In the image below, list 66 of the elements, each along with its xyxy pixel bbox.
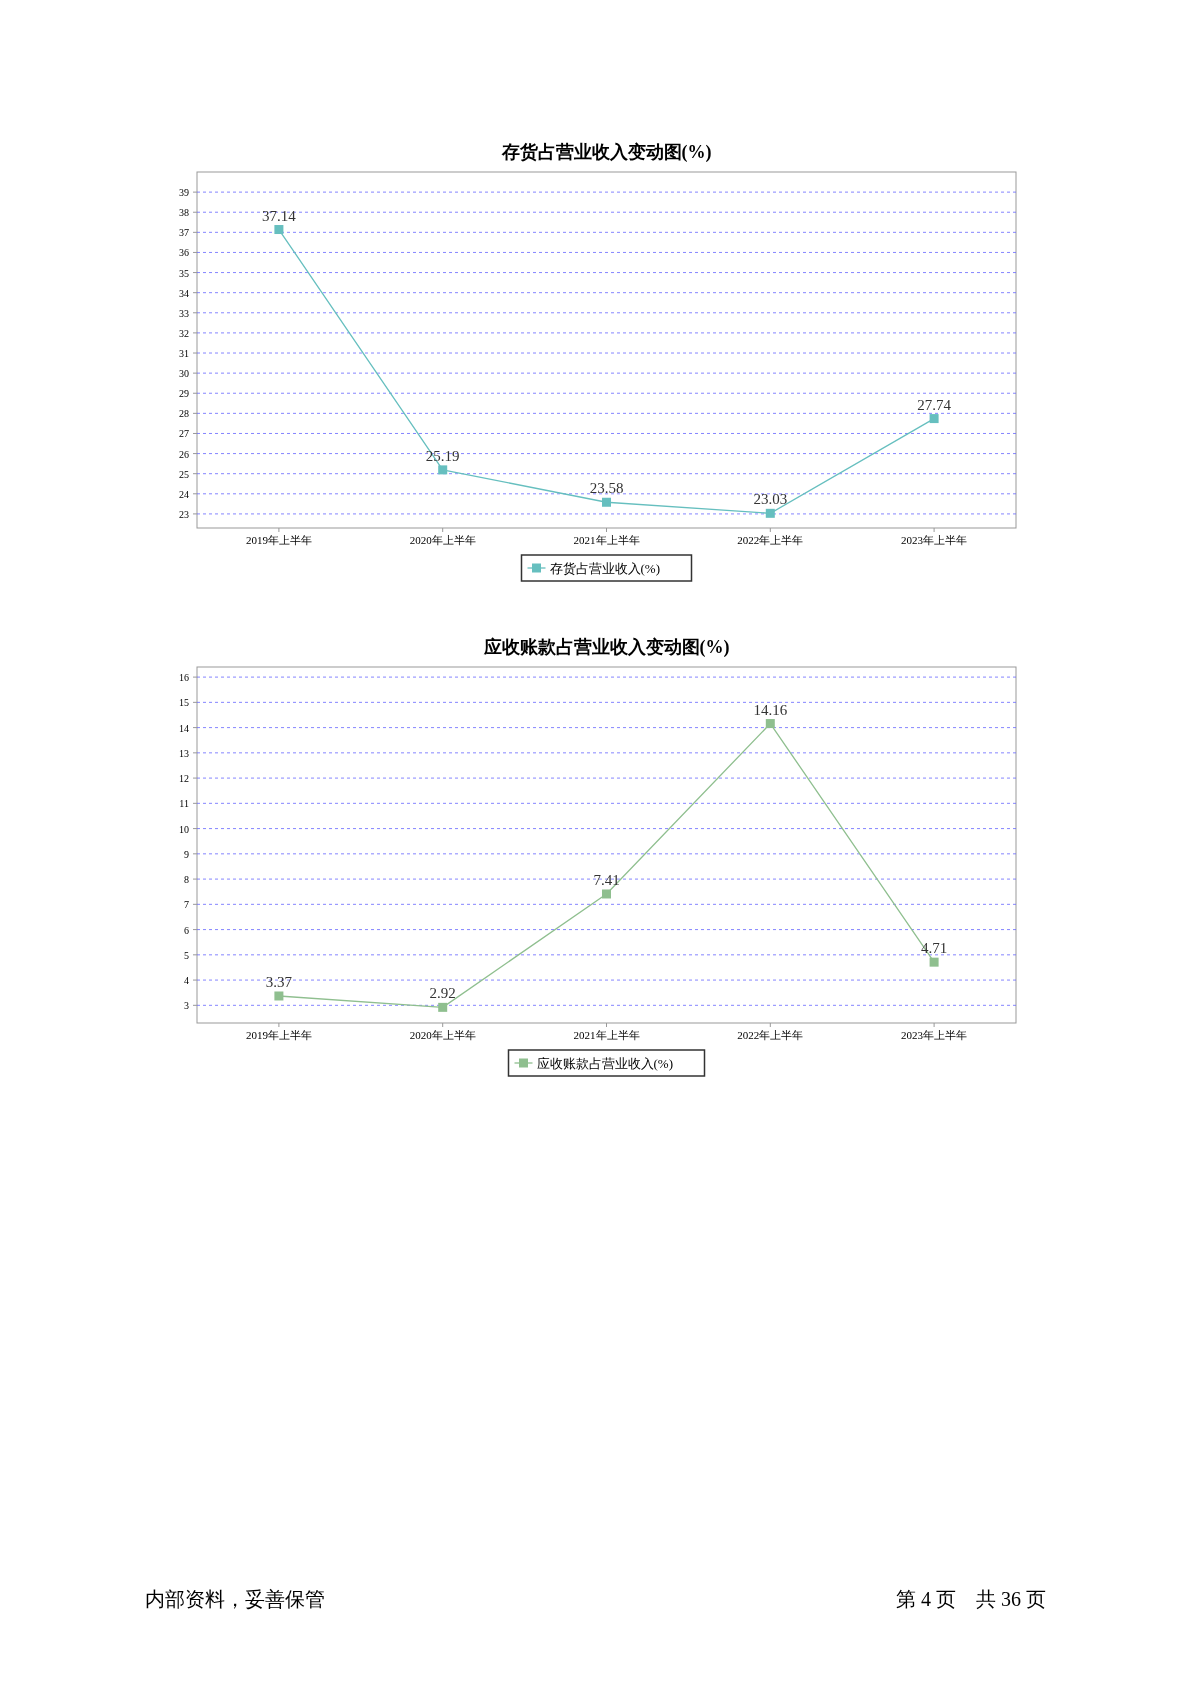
x-tick-label: 2021年上半年 bbox=[573, 534, 640, 546]
legend-label: 存货占营业收入(%) bbox=[549, 561, 660, 576]
y-tick-label: 12 bbox=[179, 773, 189, 785]
text: 内部资料，妥善保管 bbox=[145, 1588, 325, 1610]
x-tick-label: 2019年上半年 bbox=[245, 1029, 312, 1041]
y-tick-label: 37 bbox=[179, 227, 189, 239]
point bbox=[274, 225, 284, 235]
y-tick-label: 6 bbox=[184, 924, 189, 936]
x-tick-label: 2022年上半年 bbox=[737, 534, 804, 546]
y-tick-label: 14 bbox=[179, 722, 189, 734]
text: 第 4 页 共 36 页 bbox=[896, 1588, 1046, 1610]
data-label: 7.41 bbox=[593, 871, 620, 888]
y-tick-label: 15 bbox=[179, 697, 189, 709]
y-tick-label: 4 bbox=[184, 975, 189, 987]
data-label: 27.74 bbox=[917, 396, 952, 413]
y-tick-label: 27 bbox=[179, 428, 189, 440]
data-label: 23.58 bbox=[589, 480, 624, 497]
point bbox=[765, 719, 775, 729]
y-tick-label: 33 bbox=[179, 307, 189, 319]
y-tick-label: 36 bbox=[179, 247, 189, 259]
data-label: 23.03 bbox=[753, 491, 788, 508]
y-tick-label: 24 bbox=[179, 488, 189, 500]
y-tick-label: 35 bbox=[179, 267, 189, 279]
y-tick-label: 31 bbox=[179, 348, 189, 360]
point bbox=[765, 508, 775, 518]
point bbox=[438, 1002, 448, 1012]
point bbox=[438, 465, 448, 475]
x-tick-label: 2020年上半年 bbox=[409, 1029, 476, 1041]
legend-label: 应收账款占营业收入(%) bbox=[536, 1056, 673, 1071]
data-label: 3.37 bbox=[265, 973, 293, 990]
y-tick-label: 13 bbox=[179, 747, 189, 759]
y-tick-label: 16 bbox=[179, 672, 189, 684]
x-tick-label: 2021年上半年 bbox=[573, 1029, 640, 1041]
point bbox=[274, 991, 284, 1001]
point bbox=[929, 414, 939, 424]
data-label: 14.16 bbox=[753, 701, 788, 718]
y-tick-label: 11 bbox=[179, 798, 189, 810]
chart-title: 应收账款占营业收入变动图(%) bbox=[482, 637, 730, 658]
y-tick-label: 38 bbox=[179, 207, 189, 219]
data-label: 37.14 bbox=[262, 207, 297, 224]
y-tick-label: 8 bbox=[184, 874, 189, 886]
data-label: 4.71 bbox=[920, 940, 948, 957]
x-tick-label: 2022年上半年 bbox=[737, 1029, 804, 1041]
point bbox=[929, 957, 939, 967]
y-tick-label: 39 bbox=[179, 187, 189, 199]
y-tick-label: 28 bbox=[179, 408, 189, 420]
y-tick-label: 3 bbox=[184, 1000, 189, 1012]
y-tick-label: 34 bbox=[179, 287, 189, 299]
y-tick-label: 25 bbox=[179, 468, 189, 480]
y-tick-label: 32 bbox=[179, 327, 189, 339]
y-tick-label: 23 bbox=[179, 508, 189, 520]
y-tick-label: 30 bbox=[179, 368, 189, 380]
y-tick-label: 26 bbox=[179, 448, 189, 460]
x-tick-label: 2019年上半年 bbox=[245, 534, 312, 546]
chart-title: 存货占营业收入变动图(%) bbox=[500, 142, 712, 163]
point bbox=[602, 497, 611, 507]
x-tick-label: 2020年上半年 bbox=[409, 534, 476, 546]
y-tick-label: 5 bbox=[184, 949, 189, 961]
y-tick-label: 10 bbox=[179, 823, 189, 835]
x-tick-label: 2023年上半年 bbox=[901, 1029, 968, 1041]
y-tick-label: 9 bbox=[184, 848, 189, 860]
data-label: 2.92 bbox=[429, 985, 456, 1002]
x-tick-label: 2023年上半年 bbox=[901, 534, 968, 546]
point bbox=[602, 889, 611, 899]
y-tick-label: 29 bbox=[179, 388, 189, 400]
y-tick-label: 7 bbox=[184, 899, 189, 911]
